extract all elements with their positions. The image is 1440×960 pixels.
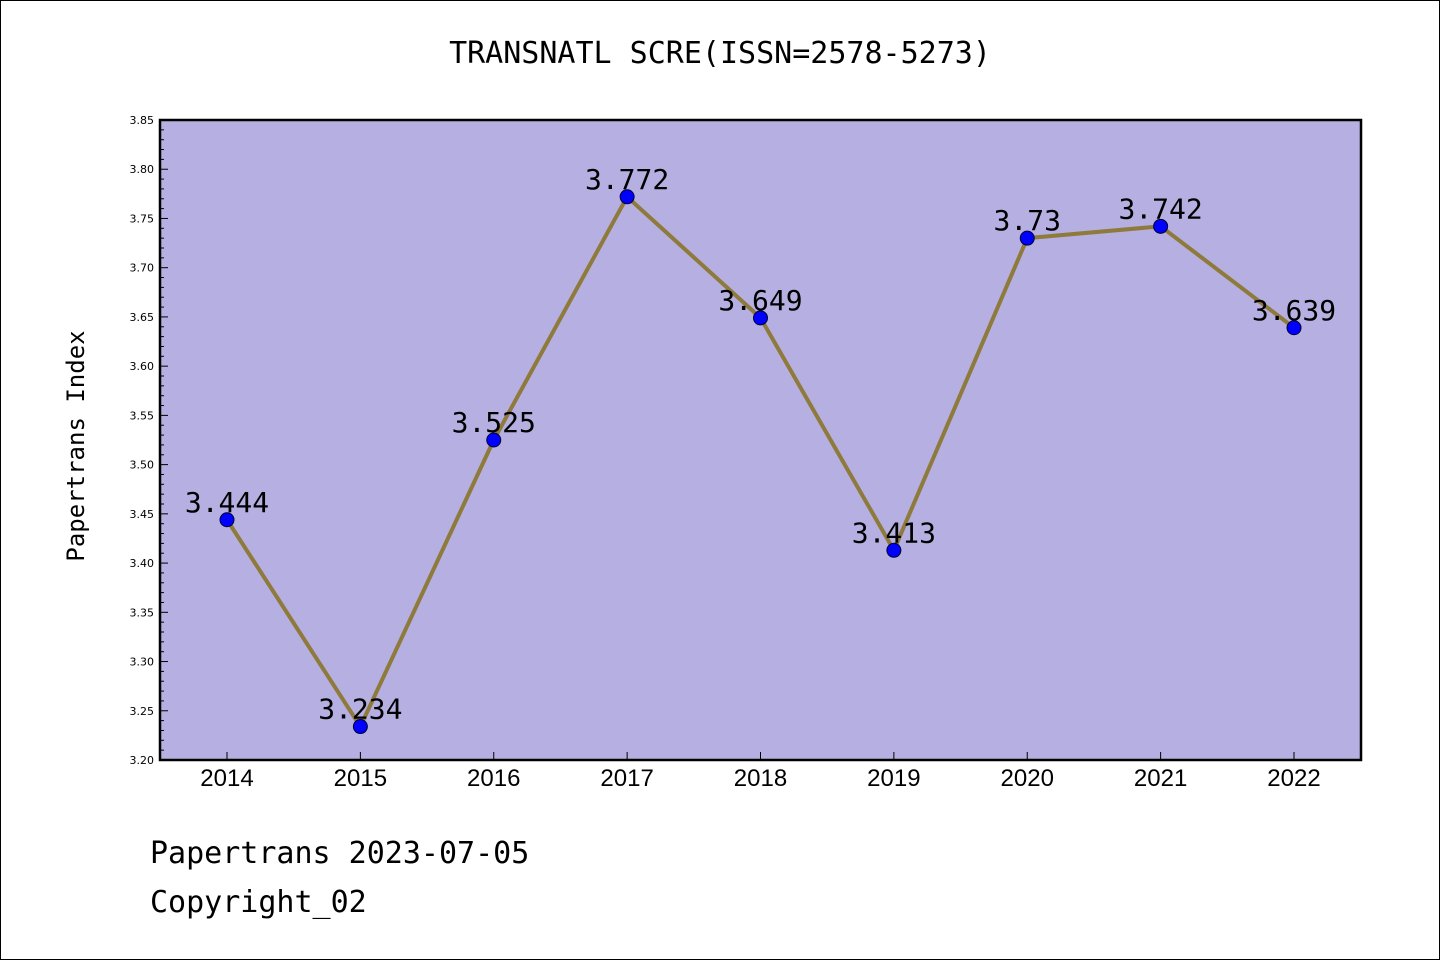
data-label: 3.742 xyxy=(1118,192,1202,225)
x-tick-label: 2018 xyxy=(734,765,787,792)
y-tick-label: 3.65 xyxy=(130,311,155,324)
footer-copyright: Copyright_02 xyxy=(150,885,367,920)
x-tick-label: 2019 xyxy=(867,765,920,792)
chart-title: TRANSNATL SCRE(ISSN=2578-5273) xyxy=(449,36,991,71)
plot-border xyxy=(158,118,1363,762)
data-point xyxy=(352,719,368,735)
data-point xyxy=(1286,320,1302,336)
y-tick-label: 3.30 xyxy=(130,656,155,669)
data-point xyxy=(1153,218,1169,234)
data-label: 3.73 xyxy=(994,204,1061,237)
x-tick-label: 2020 xyxy=(1001,765,1054,792)
data-label: 3.444 xyxy=(185,486,269,519)
footer-date: Papertrans 2023-07-05 xyxy=(150,836,530,871)
data-label: 3.413 xyxy=(852,516,936,549)
x-tick-label: 2015 xyxy=(334,765,387,792)
y-tick-label: 3.20 xyxy=(130,754,155,767)
y-tick-label: 3.70 xyxy=(130,262,155,275)
data-label: 3.234 xyxy=(318,693,402,726)
data-point xyxy=(886,542,902,558)
y-tick-label: 3.50 xyxy=(130,459,155,472)
data-label: 3.639 xyxy=(1252,294,1336,327)
data-point xyxy=(1019,230,1035,246)
data-point xyxy=(753,310,768,326)
y-tick-label: 3.55 xyxy=(130,409,155,422)
x-tick-label: 2017 xyxy=(600,765,653,792)
y-tick-label: 3.75 xyxy=(130,212,155,225)
x-tick-label: 2021 xyxy=(1134,765,1187,792)
data-label: 3.525 xyxy=(452,406,536,439)
x-tick-label: 2016 xyxy=(467,765,520,792)
y-tick-label: 3.40 xyxy=(130,557,155,570)
data-point xyxy=(486,432,502,448)
data-point xyxy=(219,512,235,528)
x-tick-label: 2022 xyxy=(1267,765,1320,792)
y-tick-label: 3.85 xyxy=(130,114,155,127)
y-tick-label: 3.60 xyxy=(130,360,155,373)
y-tick-label: 3.25 xyxy=(130,705,155,718)
data-label: 3.649 xyxy=(718,284,802,317)
data-point xyxy=(619,189,635,205)
y-tick-label: 3.80 xyxy=(130,163,155,176)
y-tick-label: 3.45 xyxy=(130,508,155,521)
x-tick-label: 2014 xyxy=(200,765,253,792)
data-label: 3.772 xyxy=(585,163,669,196)
y-tick-label: 3.35 xyxy=(130,606,155,619)
